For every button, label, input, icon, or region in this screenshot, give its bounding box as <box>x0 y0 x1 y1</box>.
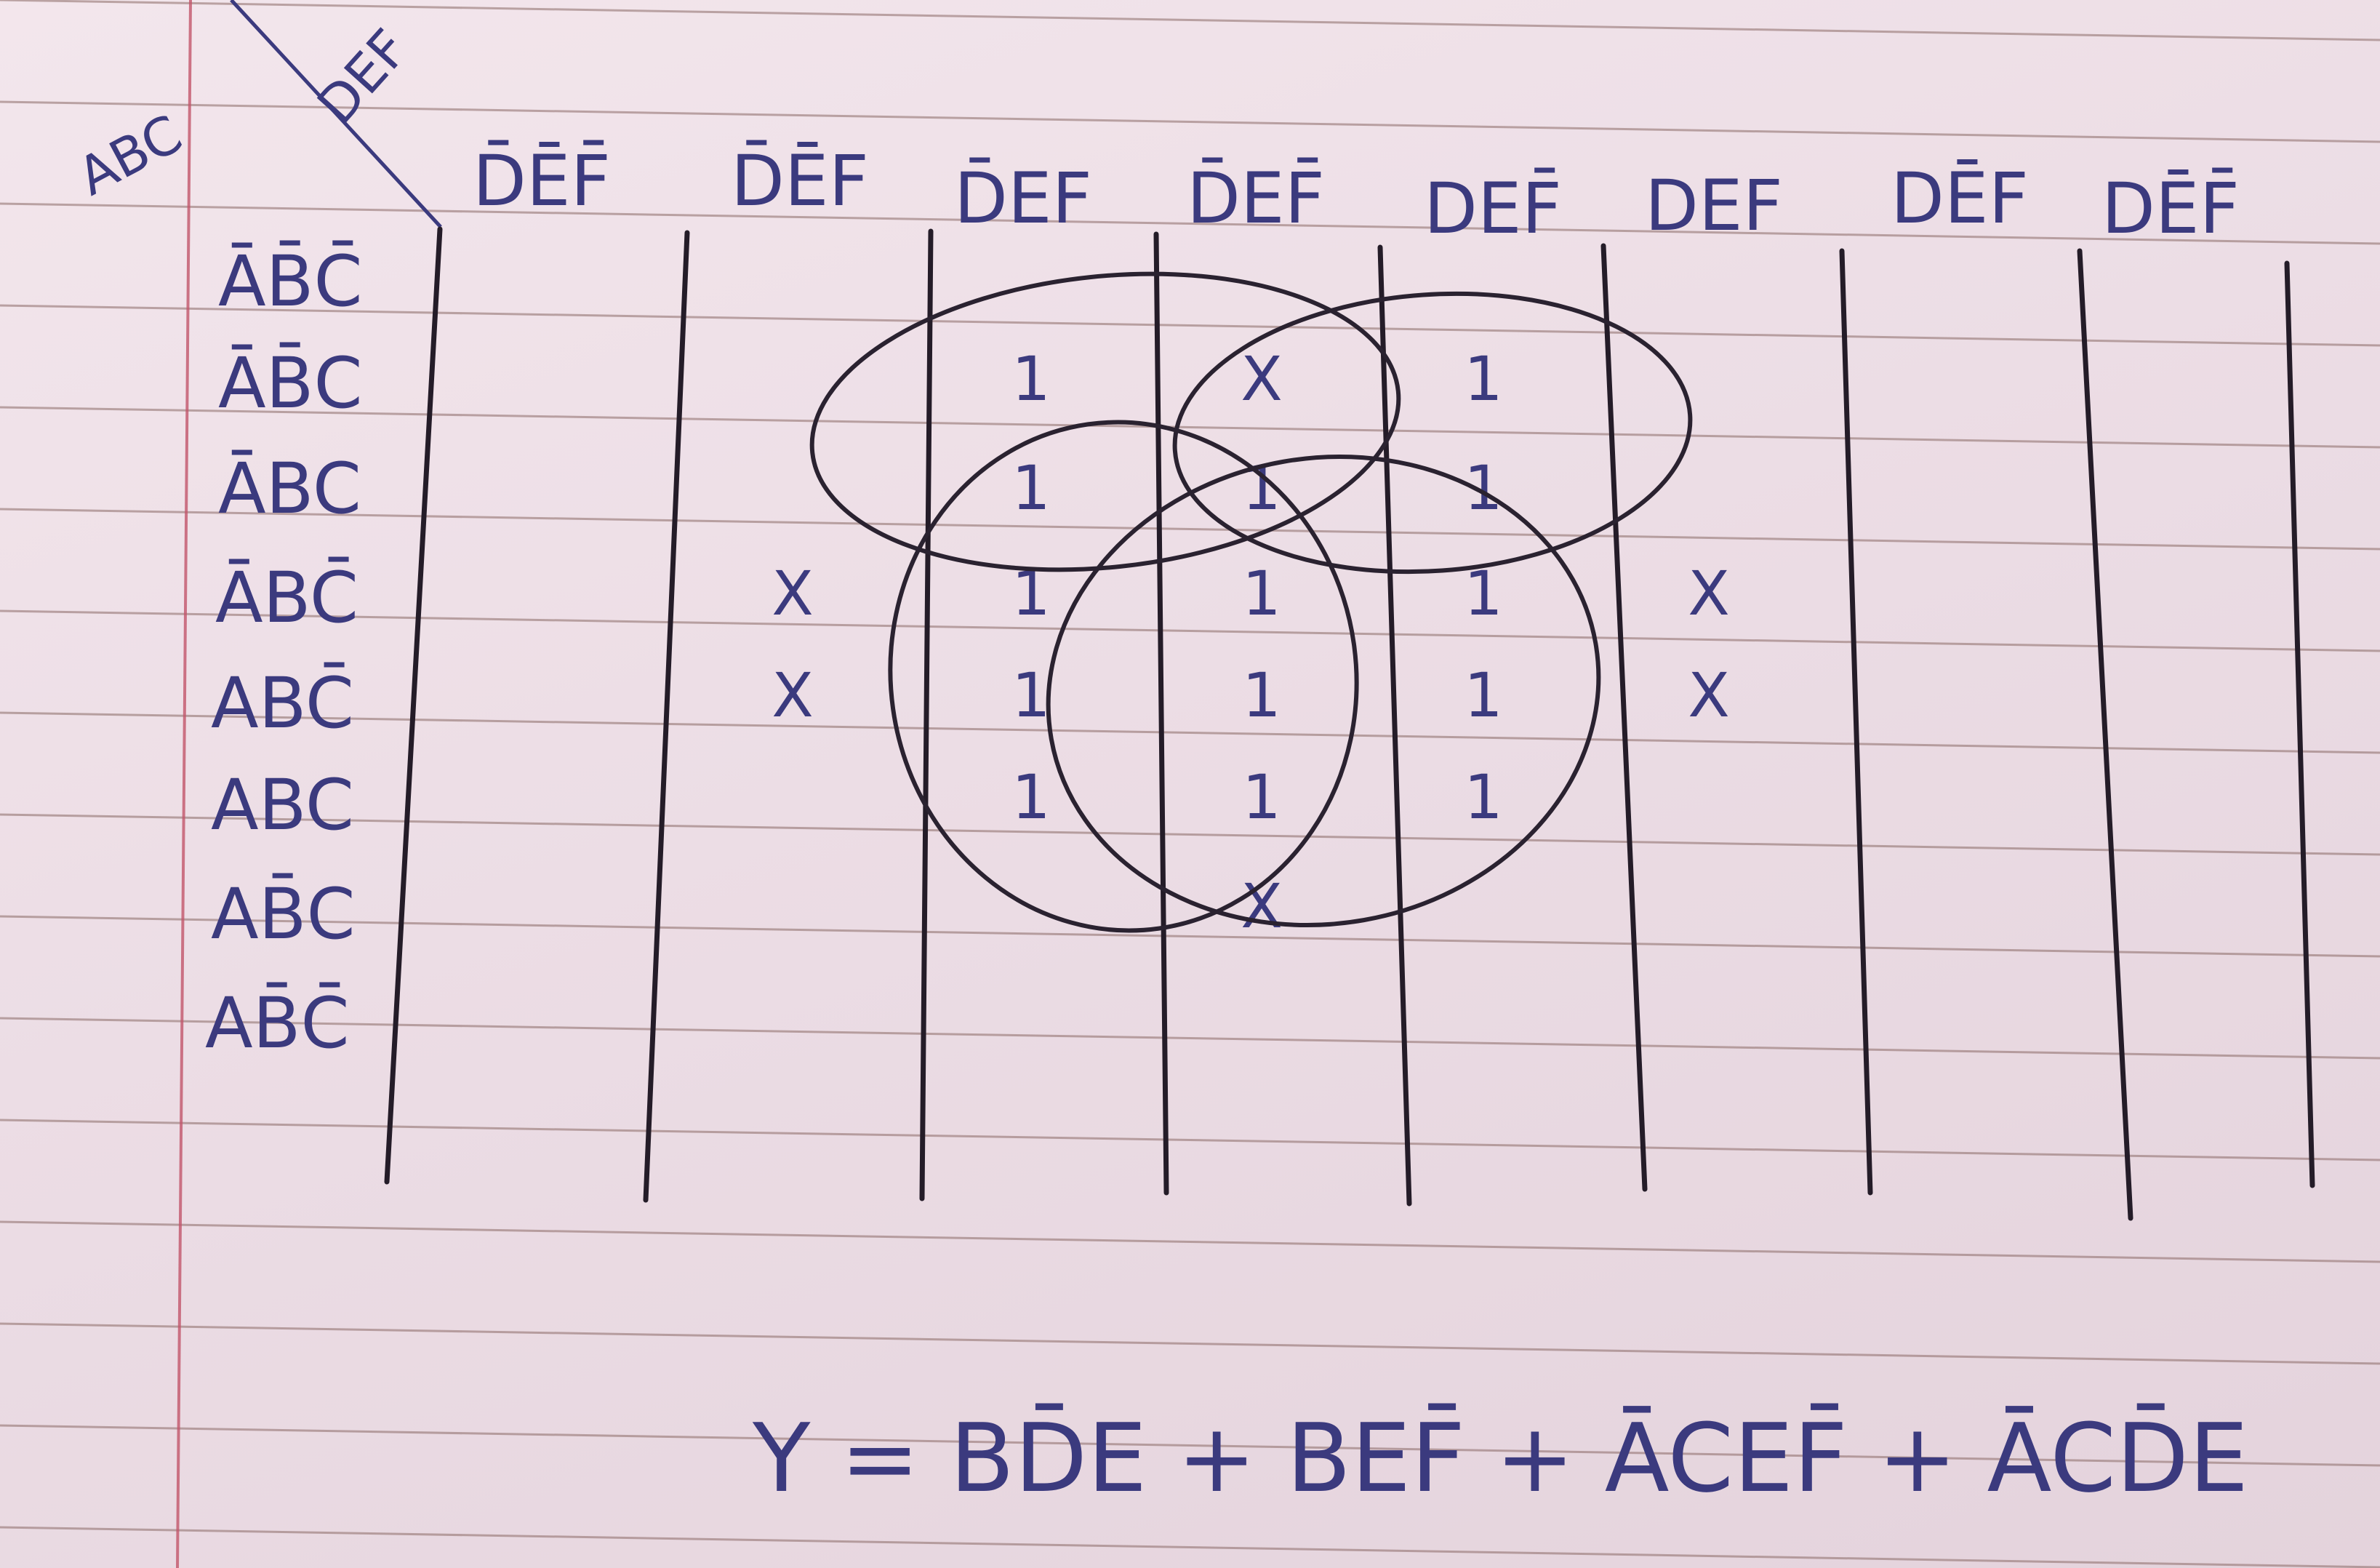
col-header-3: D̄EF̄ <box>1187 158 1325 239</box>
group-loop-top-left <box>809 271 1401 572</box>
ruled-line <box>0 1119 2380 1161</box>
kmap-cell-5-3: 1 <box>1242 761 1281 833</box>
col-header-5: DEF <box>1645 165 1783 247</box>
ruled-line <box>0 915 2380 958</box>
row-header-5: ABC <box>211 764 354 846</box>
kmap-cell-4-2: 1 <box>1011 660 1050 731</box>
row-headers: ĀB̄C̄ ĀB̄C ĀBC ĀBC̄ ABC̄ ABC AB̄C AB̄C̄ <box>205 241 363 1064</box>
margin-line <box>176 0 192 1568</box>
equation: Y = BD̄E + BEF̄ + ĀCEF̄ + ĀCD̄E <box>752 1402 2248 1513</box>
ruled-line <box>0 202 2380 245</box>
kmap-cell-4-4: 1 <box>1464 660 1502 731</box>
col-header-6: DĒF <box>1891 158 2029 239</box>
kmap-cell-3-1: X <box>772 558 814 629</box>
corner-diagonal <box>230 0 442 228</box>
row-header-3: ĀBC̄ <box>215 557 358 639</box>
kmap-cell-3-3: 1 <box>1242 558 1281 629</box>
row-header-2: ĀBC <box>218 448 361 529</box>
ruled-line <box>0 0 2380 41</box>
ruled-line <box>0 711 2380 754</box>
kmap-cell-3-5: X <box>1688 558 1730 629</box>
row-vars-label: ABC <box>68 103 192 207</box>
ruled-line <box>0 609 2380 652</box>
kmap-cell-5-2: 1 <box>1011 761 1050 833</box>
group-loop-bottom-right <box>1046 455 1601 927</box>
kmap-cell-1-3: X <box>1241 343 1283 415</box>
kmap-cell-1-4: 1 <box>1464 343 1502 415</box>
kmap-cell-4-5: X <box>1688 660 1730 731</box>
ruled-line <box>0 1017 2380 1060</box>
kmap-cell-4-1: X <box>772 660 814 731</box>
ruled-line <box>0 1424 2380 1467</box>
row-header-7: AB̄C̄ <box>205 983 350 1064</box>
col-header-1: D̄ĒF <box>731 140 869 222</box>
ruled-line <box>0 406 2380 449</box>
group-loop-bottom-left <box>888 420 1359 933</box>
grid-lines <box>384 226 2315 1221</box>
col-header-7: DĒF̄ <box>2101 168 2240 249</box>
col-header-2: D̄EF <box>954 158 1092 239</box>
ruled-line <box>0 1526 2380 1568</box>
row-header-4: ABC̄ <box>211 663 354 744</box>
row-header-0: ĀB̄C̄ <box>218 241 363 322</box>
row-header-1: ĀB̄C <box>218 343 363 424</box>
ruled-line <box>0 1220 2380 1263</box>
kmap-cell-4-3: 1 <box>1242 660 1281 731</box>
kmap-cells: 1 X 11 1 1X 1 1 1 XX 1 1 1 X1 1 1X <box>772 343 1730 942</box>
group-loops <box>809 271 1693 933</box>
ruled-line <box>0 100 2380 143</box>
row-header-6: AB̄C <box>211 873 356 955</box>
ruled-line <box>0 304 2380 347</box>
kmap-cell-1-2: 1 <box>1011 343 1050 415</box>
group-loop-top-right <box>1172 291 1693 575</box>
col-header-0: D̄ĒF̄ <box>473 140 611 222</box>
kmap-cell-6-3: X <box>1241 871 1283 942</box>
ruled-line <box>0 1322 2380 1365</box>
ruled-line <box>0 508 2380 551</box>
col-vars-label: DEF <box>305 17 420 135</box>
kmap-cell-5-4: 1 <box>1464 761 1502 833</box>
kmap-cell-2-2: 1 <box>1011 452 1050 524</box>
col-header-4: DEF̄ <box>1424 168 1562 249</box>
ruled-line <box>0 813 2380 856</box>
column-headers: D̄ĒF̄ D̄ĒF D̄EF D̄EF̄ DEF̄ DEF DĒF DĒF̄ <box>473 140 2240 249</box>
